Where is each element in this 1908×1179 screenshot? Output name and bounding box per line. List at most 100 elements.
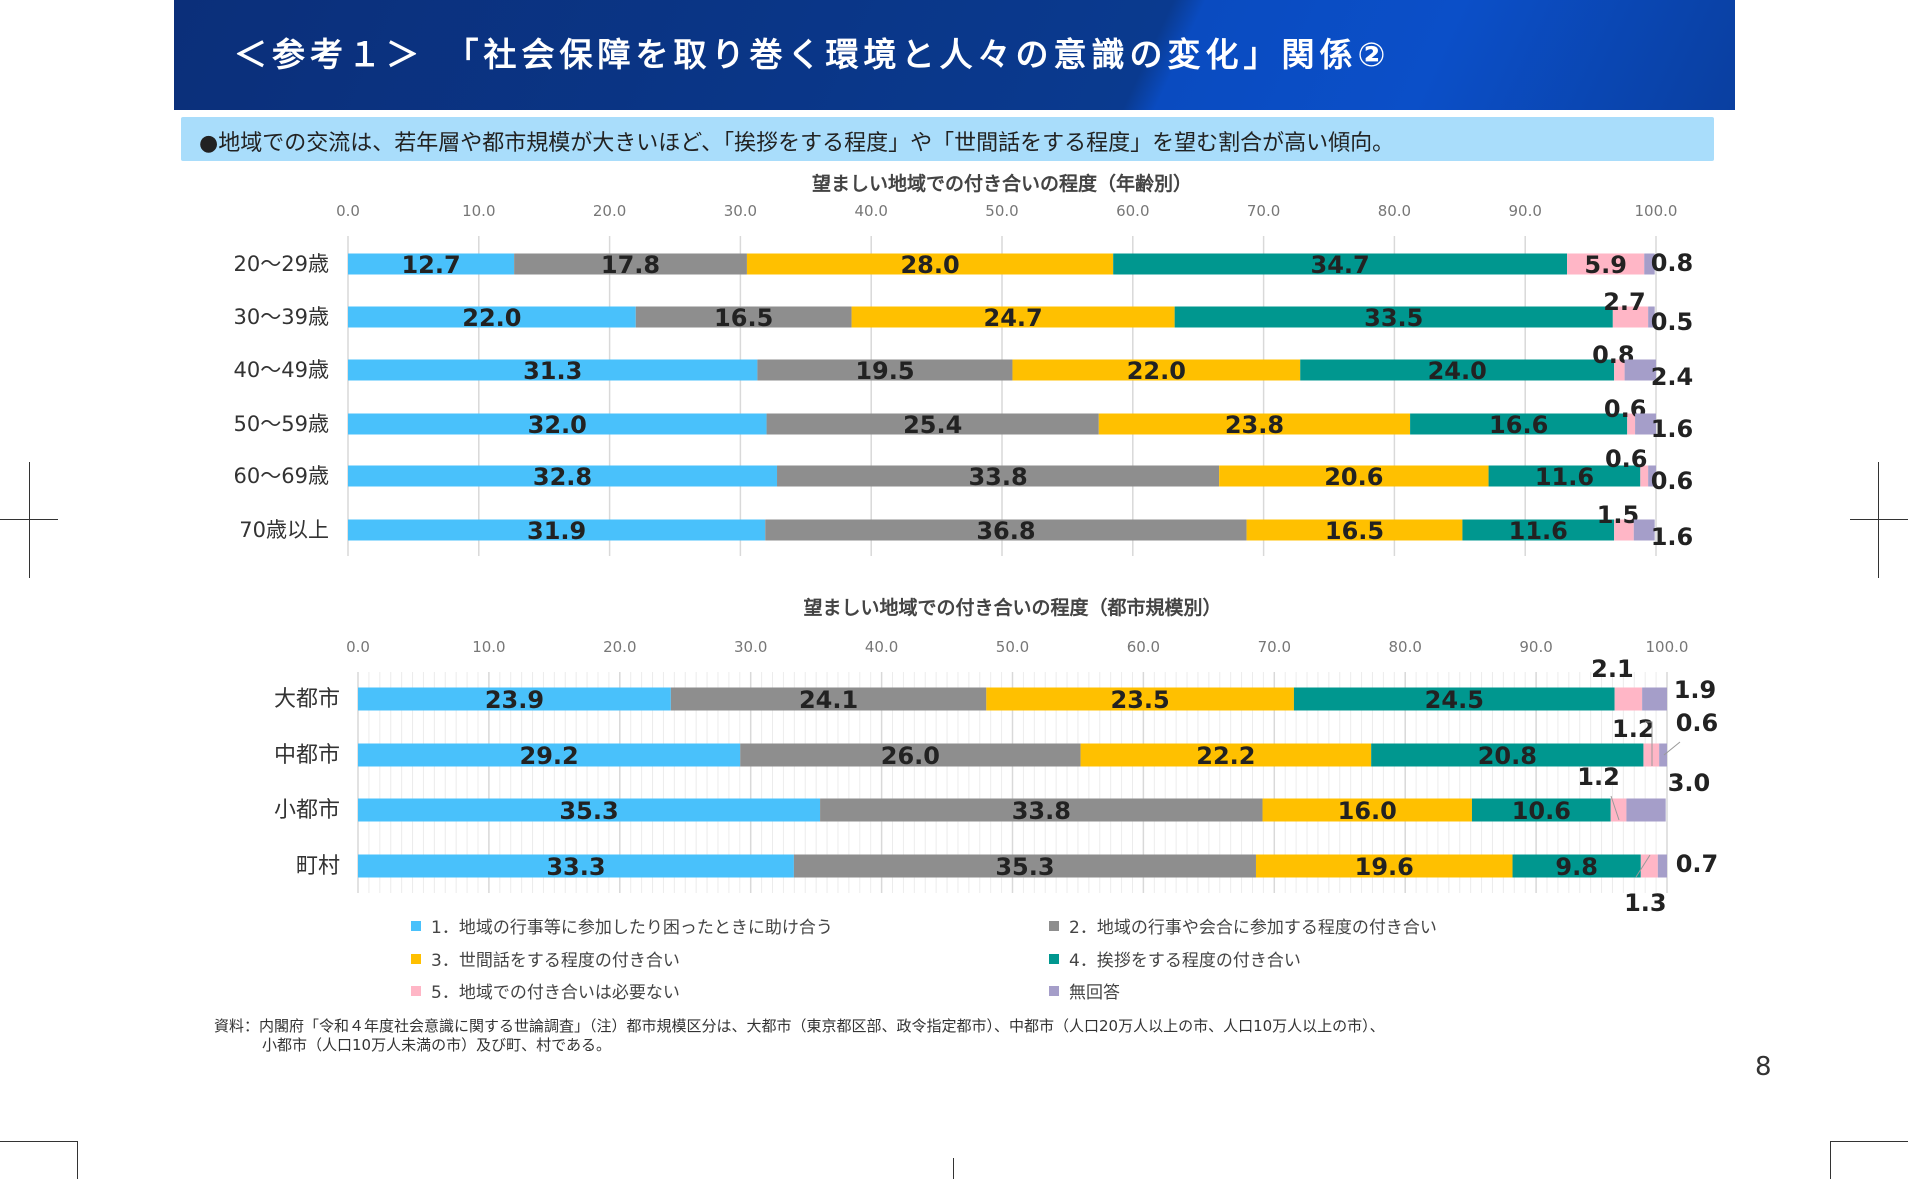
leader-line	[1663, 741, 1681, 756]
data-label: 1.6	[1651, 415, 1694, 443]
data-label: 16.6	[1489, 411, 1548, 439]
bar-segment	[1174, 306, 1613, 328]
bar-segment	[358, 798, 821, 822]
category-label: 20～29歳	[234, 252, 329, 276]
data-label: 1.5	[1597, 501, 1640, 529]
category-label: 30～39歳	[234, 305, 329, 329]
x-tick-label: 60.0	[1127, 638, 1160, 656]
data-label: 0.7	[1676, 850, 1719, 878]
bar-segment	[1371, 743, 1644, 767]
data-label: 0.5	[1651, 308, 1694, 336]
x-tick-label: 30.0	[724, 202, 757, 220]
data-label: 0.6	[1676, 709, 1719, 737]
crop-mark	[1830, 1141, 1831, 1179]
legend-swatch	[1049, 985, 1059, 996]
data-label: 33.5	[1364, 304, 1423, 332]
crop-mark	[1830, 1141, 1908, 1142]
data-label: 34.7	[1311, 251, 1370, 279]
footnote-line-2: 小都市（人口10万人未満の市）及び町、村である。	[262, 1036, 611, 1054]
x-tick-label: 40.0	[865, 638, 898, 656]
bar-segment	[348, 465, 778, 487]
bar-segment	[793, 854, 1256, 878]
data-label: 0.6	[1651, 467, 1694, 495]
x-tick-label: 40.0	[854, 202, 887, 220]
bar-segment	[765, 519, 1247, 541]
bar-segment	[635, 306, 852, 328]
bar-segment	[358, 687, 671, 711]
legend-item-6: 無回答	[1049, 978, 1120, 1003]
legend-label: 無回答	[1069, 983, 1120, 1003]
data-label: 32.0	[528, 411, 587, 439]
chart-title: 望ましい地域での付き合いの程度（年齢別）	[812, 172, 1192, 195]
bar-segment	[348, 519, 766, 541]
x-tick-label: 70.0	[1247, 202, 1280, 220]
data-label: 23.8	[1225, 411, 1284, 439]
x-tick-label: 10.0	[462, 202, 495, 220]
data-label: 11.6	[1535, 463, 1594, 491]
data-label: 16.5	[714, 304, 773, 332]
bar-segment	[851, 306, 1175, 328]
data-label: 19.5	[855, 357, 914, 385]
data-label: 22.2	[1196, 742, 1255, 770]
data-label: 1.2	[1577, 763, 1620, 791]
leader-line	[1610, 795, 1620, 821]
data-label: 32.8	[533, 463, 592, 491]
legend-swatch	[1049, 953, 1059, 964]
legend-item-1: 1．地域の行事等に参加したり困ったときに助け合う	[411, 913, 833, 938]
leader-line	[1635, 854, 1651, 878]
bar-segment	[1640, 465, 1649, 487]
bar-segment	[1488, 465, 1641, 487]
data-label: 29.2	[520, 742, 579, 770]
data-label: 24.0	[1428, 357, 1487, 385]
bar-segment	[1080, 743, 1372, 767]
data-label: 0.8	[1651, 249, 1694, 277]
bar-segment	[348, 306, 636, 328]
data-label: 5.9	[1584, 251, 1627, 279]
data-label: 2.7	[1603, 288, 1646, 316]
bar-segment	[1626, 798, 1666, 822]
data-label: 20.6	[1324, 463, 1383, 491]
x-tick-label: 20.0	[603, 638, 636, 656]
data-label: 0.6	[1605, 445, 1648, 473]
crop-mark	[953, 1158, 954, 1179]
bar-segment	[1659, 743, 1667, 767]
legend-label: 5．地域での付き合いは必要ない	[431, 983, 680, 1003]
header-banner: ＜参考１＞ 「社会保障を取り巻く環境と人々の意識の変化」関係②	[174, 0, 1735, 110]
x-tick-label: 60.0	[1116, 202, 1149, 220]
data-label: 23.5	[1111, 686, 1170, 714]
bar-segment	[1633, 519, 1655, 541]
data-label: 1.9	[1674, 676, 1717, 704]
x-tick-label: 100.0	[1646, 638, 1689, 656]
summary-box: ●地域での交流は、若年層や都市規模が大きいほど、「挨拶をする程度」や「世間話をす…	[181, 117, 1714, 161]
bar-segment	[820, 798, 1263, 822]
chart-title: 望ましい地域での付き合いの程度（都市規模別）	[803, 596, 1221, 619]
data-label: 1.2	[1612, 715, 1655, 743]
bar-segment	[358, 854, 794, 878]
x-tick-label: 90.0	[1519, 638, 1552, 656]
legend-swatch	[411, 985, 421, 996]
bar-segment	[1512, 854, 1641, 878]
category-label: 町村	[296, 854, 340, 879]
data-label: 25.4	[903, 411, 962, 439]
legend-label: 2．地域の行事や会合に参加する程度の付き合い	[1069, 918, 1437, 938]
bar-segment	[986, 687, 1294, 711]
bar-segment	[740, 743, 1081, 767]
category-label: 大都市	[274, 687, 340, 712]
bar-segment	[1610, 798, 1627, 822]
data-label: 1.6	[1651, 523, 1694, 551]
category-label: 40～49歳	[234, 358, 329, 382]
bar-segment	[1462, 519, 1615, 541]
bar-segment	[1657, 854, 1667, 878]
bar-segment	[1098, 413, 1411, 435]
data-label: 33.8	[1012, 797, 1071, 825]
category-label: 小都市	[274, 798, 340, 823]
bar-segment	[1614, 359, 1625, 381]
data-label: 10.6	[1512, 797, 1571, 825]
bar-segment	[1643, 743, 1660, 767]
data-label: 3.0	[1668, 769, 1711, 797]
data-label: 31.9	[527, 517, 586, 545]
x-tick-label: 0.0	[346, 638, 370, 656]
bar-segment	[1262, 798, 1472, 822]
data-label: 16.0	[1338, 797, 1397, 825]
